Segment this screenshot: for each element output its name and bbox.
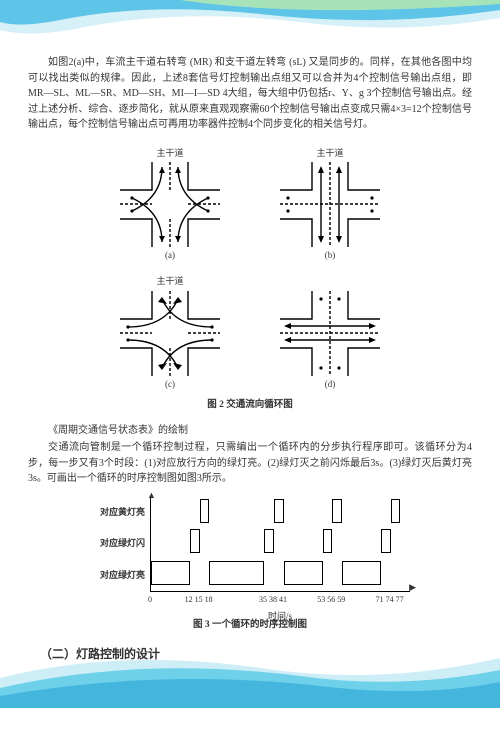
x-tick-label: 12 15 18 (185, 594, 213, 606)
chart-x-ticks: 0 12 15 18 35 38 41 53 56 59 71 74 77 (150, 594, 410, 610)
chart-x-label: 时间/s (268, 610, 292, 624)
chart-bar (332, 499, 342, 523)
diagram-a-letter: (a) (165, 249, 175, 263)
intersection-diagram-c (120, 291, 220, 376)
chart-bar (342, 561, 381, 585)
chart-bar (284, 561, 323, 585)
chart-bar (323, 529, 333, 553)
x-tick-label: 35 38 41 (259, 594, 287, 606)
chart-bar (190, 529, 200, 553)
ylabel-flash: 对应绿灯闪 (85, 537, 145, 551)
diagram-b-letter: (b) (325, 249, 336, 263)
chart-bar (264, 529, 274, 553)
paragraph-2: 交通流向管制是一个循环控制过程，只需编出一个循环内的分步执行程序即可。该循环分为… (28, 440, 472, 487)
figure-3-caption: 图 3 一个循环的时序控制图 (28, 618, 472, 633)
chart-y-labels: 对应黄灯亮 对应绿灯闪 对应绿灯亮 (85, 497, 145, 592)
diagram-cell-a: 主干道 (110, 147, 230, 264)
diagram-a-top-label: 主干道 (156, 147, 183, 161)
intersection-diagram-a (120, 162, 220, 247)
page-content: 如图2(a)中，车流主干道右转弯 (MR) 和支干道左转弯 (sL) 又是同步的… (0, 0, 500, 743)
paragraph-1: 如图2(a)中，车流主干道右转弯 (MR) 和支干道左转弯 (sL) 又是同步的… (28, 55, 472, 133)
diagram-cell-c: 主干道 (110, 275, 230, 392)
diagram-c-letter: (c) (165, 378, 175, 392)
diagram-b-top-label: 主干道 (316, 147, 343, 161)
diagram-c-top-label: 主干道 (156, 275, 183, 289)
section-heading: （二）灯路控制的设计 (28, 645, 472, 664)
chart-bar (391, 499, 401, 523)
figure-3-chart: 对应黄灯亮 对应绿灯闪 对应绿灯亮 ▲ ▶ 012 15 1835 38 415… (90, 497, 410, 612)
intersection-diagram-d (280, 291, 380, 376)
x-tick-label: 0 (148, 594, 152, 606)
y-axis-arrow-icon: ▲ (147, 489, 156, 503)
chart-bar (274, 499, 284, 523)
chart-bar (381, 529, 391, 553)
chart-plot-area: ▲ ▶ (150, 497, 410, 592)
diagram-cell-b: 主干道 (270, 147, 390, 264)
x-tick-label: 71 74 77 (376, 594, 404, 606)
subheading: 《周期交通信号状态表》的绘制 (28, 423, 472, 439)
diagram-cell-d: . (270, 275, 390, 392)
diagram-d-letter: (d) (325, 378, 336, 392)
ylabel-green: 对应绿灯亮 (85, 569, 145, 583)
chart-bar (200, 499, 210, 523)
x-tick-label: 53 56 59 (317, 594, 345, 606)
figure-2-caption: 图 2 交通流向循环图 (28, 398, 472, 413)
intersection-diagram-b (280, 162, 380, 247)
chart-bar (209, 561, 264, 585)
x-axis-arrow-icon: ▶ (409, 581, 416, 595)
chart-bar (151, 561, 190, 585)
ylabel-yellow: 对应黄灯亮 (85, 506, 145, 520)
figure-2-grid: 主干道 (110, 147, 390, 393)
